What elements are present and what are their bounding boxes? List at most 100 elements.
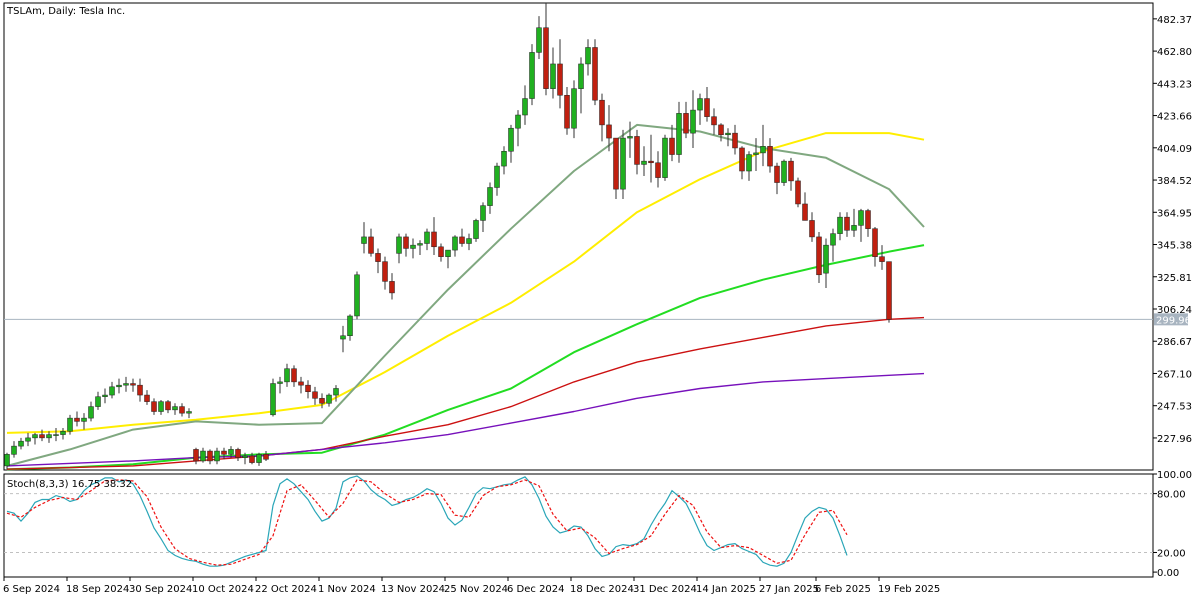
candle-body-bull <box>242 455 248 458</box>
candle <box>60 427 66 440</box>
candle-body-bull <box>228 449 234 455</box>
candle <box>193 447 199 465</box>
time-axis-label: 18 Sep 2024 <box>66 584 129 595</box>
candle <box>277 376 283 394</box>
candle-body-bull <box>508 127 514 152</box>
candle-body-bear <box>305 384 311 393</box>
candle-body-bear <box>165 401 171 411</box>
candle-body-bull <box>277 381 283 384</box>
candle-body-bull <box>53 434 59 436</box>
price-axis-label: 286.67 <box>1157 337 1192 348</box>
candle <box>88 401 94 422</box>
candle-body-bull <box>445 249 451 257</box>
candle <box>634 129 640 175</box>
candle-body-bear <box>655 162 661 178</box>
candle <box>487 182 493 214</box>
candle <box>151 398 157 415</box>
candle <box>886 261 892 323</box>
candle-body-bear <box>613 137 619 190</box>
candle <box>466 233 472 251</box>
candle <box>823 238 829 288</box>
stoch-signal-line <box>6 479 848 566</box>
candle <box>389 273 395 300</box>
candle-body-bear <box>207 450 213 462</box>
candle <box>326 393 332 407</box>
candle <box>298 376 304 394</box>
candle-body-bull <box>473 220 479 239</box>
candle-body-bull <box>424 231 430 244</box>
candle <box>39 429 45 442</box>
candle <box>648 134 654 183</box>
candle-body-bear <box>865 210 871 229</box>
candle-body-bull <box>697 98 703 111</box>
candle-body-bear <box>606 124 612 139</box>
current-price-label: 299.96 <box>1156 315 1191 326</box>
candle-body-bear <box>669 137 675 155</box>
candle-body-bull <box>578 63 584 89</box>
candle-body-bear <box>193 449 199 462</box>
moving-average-yellow <box>6 132 925 434</box>
candle <box>319 393 325 409</box>
candle <box>480 202 486 232</box>
candle <box>165 399 171 414</box>
candle <box>347 314 353 341</box>
stoch-title: Stoch(8,3,3) 16.75 38.32 <box>7 479 132 490</box>
candle-body-bull <box>172 406 178 411</box>
candle-body-bear <box>718 124 724 136</box>
candle <box>396 233 402 264</box>
candle <box>431 217 437 256</box>
candle-body-bear <box>557 63 563 96</box>
candle-body-bear <box>291 368 297 383</box>
candle-body-bull <box>270 383 276 416</box>
candle-body-bull <box>116 384 122 388</box>
candle-body-bear <box>592 47 598 101</box>
candle <box>669 124 675 162</box>
candle-body-bull <box>102 394 108 397</box>
stoch-axis-label: 0.00 <box>1157 568 1179 579</box>
candle-body-bull <box>214 450 220 462</box>
time-axis-label: 1 Nov 2024 <box>318 584 376 595</box>
time-axis-label: 19 Feb 2025 <box>878 584 940 595</box>
candle <box>515 110 521 147</box>
moving-average-green <box>6 244 925 471</box>
candle <box>571 80 577 139</box>
candle-body-bear <box>774 165 780 183</box>
candle-body-bull <box>760 146 766 154</box>
candle-body-bull <box>522 98 528 116</box>
stoch-main-line <box>6 475 848 567</box>
price-axis-label: 247.53 <box>1157 402 1192 413</box>
candle <box>214 447 220 465</box>
candle-body-bear <box>375 253 381 262</box>
candle <box>529 44 535 106</box>
candle <box>725 128 731 147</box>
candle <box>186 408 192 419</box>
axes: 482.37 462.80 443.23 423.66 404.09 384.52 364.… <box>3 15 1192 595</box>
candle <box>739 146 745 180</box>
candle <box>508 124 514 163</box>
candle-body-bear <box>844 216 850 231</box>
price-panel <box>4 3 1153 471</box>
candle <box>81 413 87 430</box>
time-axis-label: 22 Oct 2024 <box>255 584 317 595</box>
candle-body-bull <box>18 440 24 447</box>
candle-body-bear <box>235 449 241 458</box>
candle <box>781 159 787 186</box>
time-axis-label: 6 Dec 2024 <box>507 584 565 595</box>
candle-body-bear <box>816 236 822 276</box>
candle <box>375 248 381 274</box>
stoch-axis-label: 100.00 <box>1157 470 1192 481</box>
candle <box>179 403 185 417</box>
candle-body-bear <box>382 261 388 282</box>
candle-body-bear <box>298 381 304 386</box>
price-axis-label: 364.95 <box>1157 208 1192 219</box>
candle <box>620 129 626 200</box>
candle-body-bull <box>186 411 192 414</box>
candle-body-bear <box>634 136 640 165</box>
candle-body-bear <box>459 236 465 244</box>
candle <box>704 87 710 122</box>
candle-body-bull <box>88 406 94 419</box>
time-axis-label: 10 Oct 2024 <box>192 584 254 595</box>
time-axis-label: 27 Jan 2025 <box>759 584 819 595</box>
candle-body-bull <box>396 236 402 254</box>
